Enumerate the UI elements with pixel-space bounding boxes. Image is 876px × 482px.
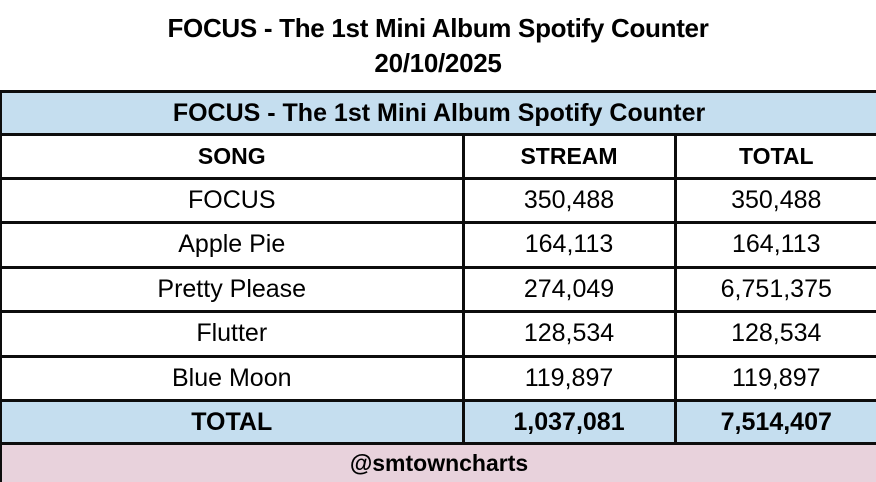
column-header-stream: STREAM — [461, 133, 677, 180]
total-count: 119,897 — [673, 354, 876, 402]
total-count: 128,534 — [673, 310, 876, 358]
table-banner-title: FOCUS - The 1st Mini Album Spotify Count… — [0, 89, 876, 137]
stream-count: 350,488 — [461, 176, 677, 225]
page-title: FOCUS - The 1st Mini Album Spotify Count… — [167, 12, 709, 43]
table-header-row: SONG STREAM TOTAL — [0, 133, 876, 180]
stream-count: 164,113 — [461, 221, 677, 269]
page-date: 20/10/2025 — [374, 47, 502, 78]
song-name: Flutter — [0, 310, 465, 358]
column-header-total: TOTAL — [673, 133, 876, 180]
stream-count: 128,534 — [461, 310, 677, 358]
stream-counter-table: FOCUS - The 1st Mini Album Spotify Count… — [0, 89, 876, 482]
total-count: 6,751,375 — [673, 265, 876, 314]
song-name: Blue Moon — [0, 354, 465, 402]
table-row-pretty-please: Pretty Please 274,049 6,751,375 — [0, 265, 876, 314]
table-row-focus: FOCUS 350,488 350,488 — [0, 176, 876, 225]
total-count: 164,113 — [673, 221, 876, 269]
stream-count: 119,897 — [461, 354, 677, 402]
total-count: 350,488 — [673, 176, 876, 225]
table-row-apple-pie: Apple Pie 164,113 164,113 — [0, 221, 876, 269]
song-name: Pretty Please — [0, 265, 465, 314]
total-row-stream: 1,037,081 — [461, 398, 677, 446]
credit-handle: @smtowncharts — [0, 442, 876, 482]
column-header-song: SONG — [0, 133, 465, 180]
stream-count: 274,049 — [461, 265, 677, 314]
song-name: FOCUS — [0, 176, 465, 225]
table-total-row: TOTAL 1,037,081 7,514,407 — [0, 398, 876, 446]
table-footer-row: @smtowncharts — [0, 442, 876, 482]
table-row-flutter: Flutter 128,534 128,534 — [0, 310, 876, 358]
song-name: Apple Pie — [0, 221, 465, 269]
table-row-blue-moon: Blue Moon 119,897 119,897 — [0, 354, 876, 402]
header-block: FOCUS - The 1st Mini Album Spotify Count… — [0, 0, 876, 90]
table-banner-row: FOCUS - The 1st Mini Album Spotify Count… — [0, 89, 876, 137]
total-row-total: 7,514,407 — [673, 398, 876, 446]
total-row-label: TOTAL — [0, 398, 465, 446]
